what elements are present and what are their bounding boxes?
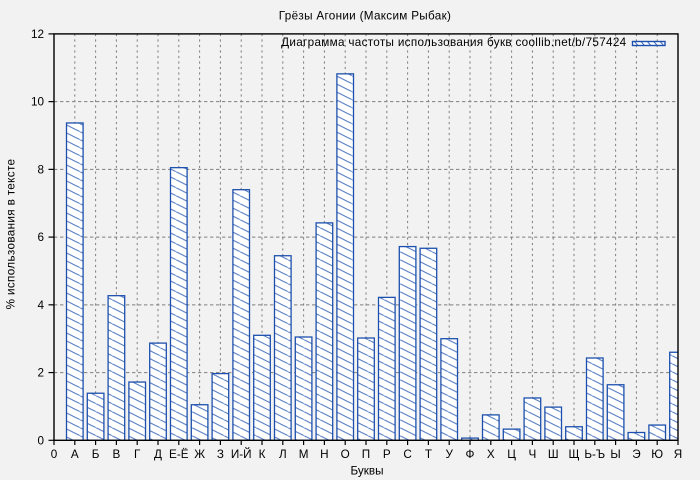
svg-text:Ь-Ъ: Ь-Ъ — [584, 448, 605, 461]
svg-text:С: С — [403, 448, 411, 461]
svg-text:0: 0 — [51, 448, 58, 461]
svg-text:Диаграмма частоты использовани: Диаграмма частоты использования букв coo… — [281, 36, 627, 49]
svg-text:У: У — [445, 448, 453, 461]
svg-text:З: З — [217, 448, 224, 461]
svg-text:Буквы: Буквы — [351, 465, 384, 478]
svg-text:А: А — [71, 448, 79, 461]
svg-text:6: 6 — [37, 231, 44, 244]
svg-text:Г: Г — [134, 448, 141, 461]
svg-text:12: 12 — [31, 28, 44, 41]
svg-text:Я: Я — [674, 448, 682, 461]
svg-text:Х: Х — [487, 448, 495, 461]
svg-text:И-Й: И-Й — [231, 448, 252, 461]
svg-text:Э: Э — [632, 448, 640, 461]
svg-text:0: 0 — [37, 434, 44, 447]
svg-text:Р: Р — [383, 448, 391, 461]
svg-text:Ю: Ю — [651, 448, 663, 461]
svg-text:Б: Б — [92, 448, 100, 461]
svg-text:2: 2 — [37, 367, 44, 380]
svg-text:Ф: Ф — [466, 448, 475, 461]
svg-text:Ч: Ч — [529, 448, 537, 461]
svg-text:Грёзы Агонии (Максим Рыбак): Грёзы Агонии (Максим Рыбак) — [279, 10, 451, 23]
svg-text:Н: Н — [320, 448, 328, 461]
svg-text:4: 4 — [37, 299, 44, 312]
svg-text:Д: Д — [154, 448, 162, 461]
svg-text:Ы: Ы — [610, 448, 620, 461]
svg-text:Л: Л — [279, 448, 287, 461]
svg-text:М: М — [299, 448, 309, 461]
svg-text:Т: Т — [425, 448, 432, 461]
svg-text:Ц: Ц — [507, 448, 516, 461]
svg-text:К: К — [259, 448, 266, 461]
svg-text:В: В — [113, 448, 121, 461]
svg-text:Ш: Ш — [548, 448, 559, 461]
svg-text:П: П — [362, 448, 370, 461]
svg-text:О: О — [341, 448, 350, 461]
svg-text:Щ: Щ — [569, 448, 580, 461]
svg-text:10: 10 — [31, 96, 45, 109]
svg-text:8: 8 — [37, 163, 44, 176]
svg-text:% использования в тексте: % использования в тексте — [5, 159, 18, 310]
svg-text:Ж: Ж — [194, 448, 205, 461]
svg-text:Е-Ё: Е-Ё — [169, 448, 189, 461]
